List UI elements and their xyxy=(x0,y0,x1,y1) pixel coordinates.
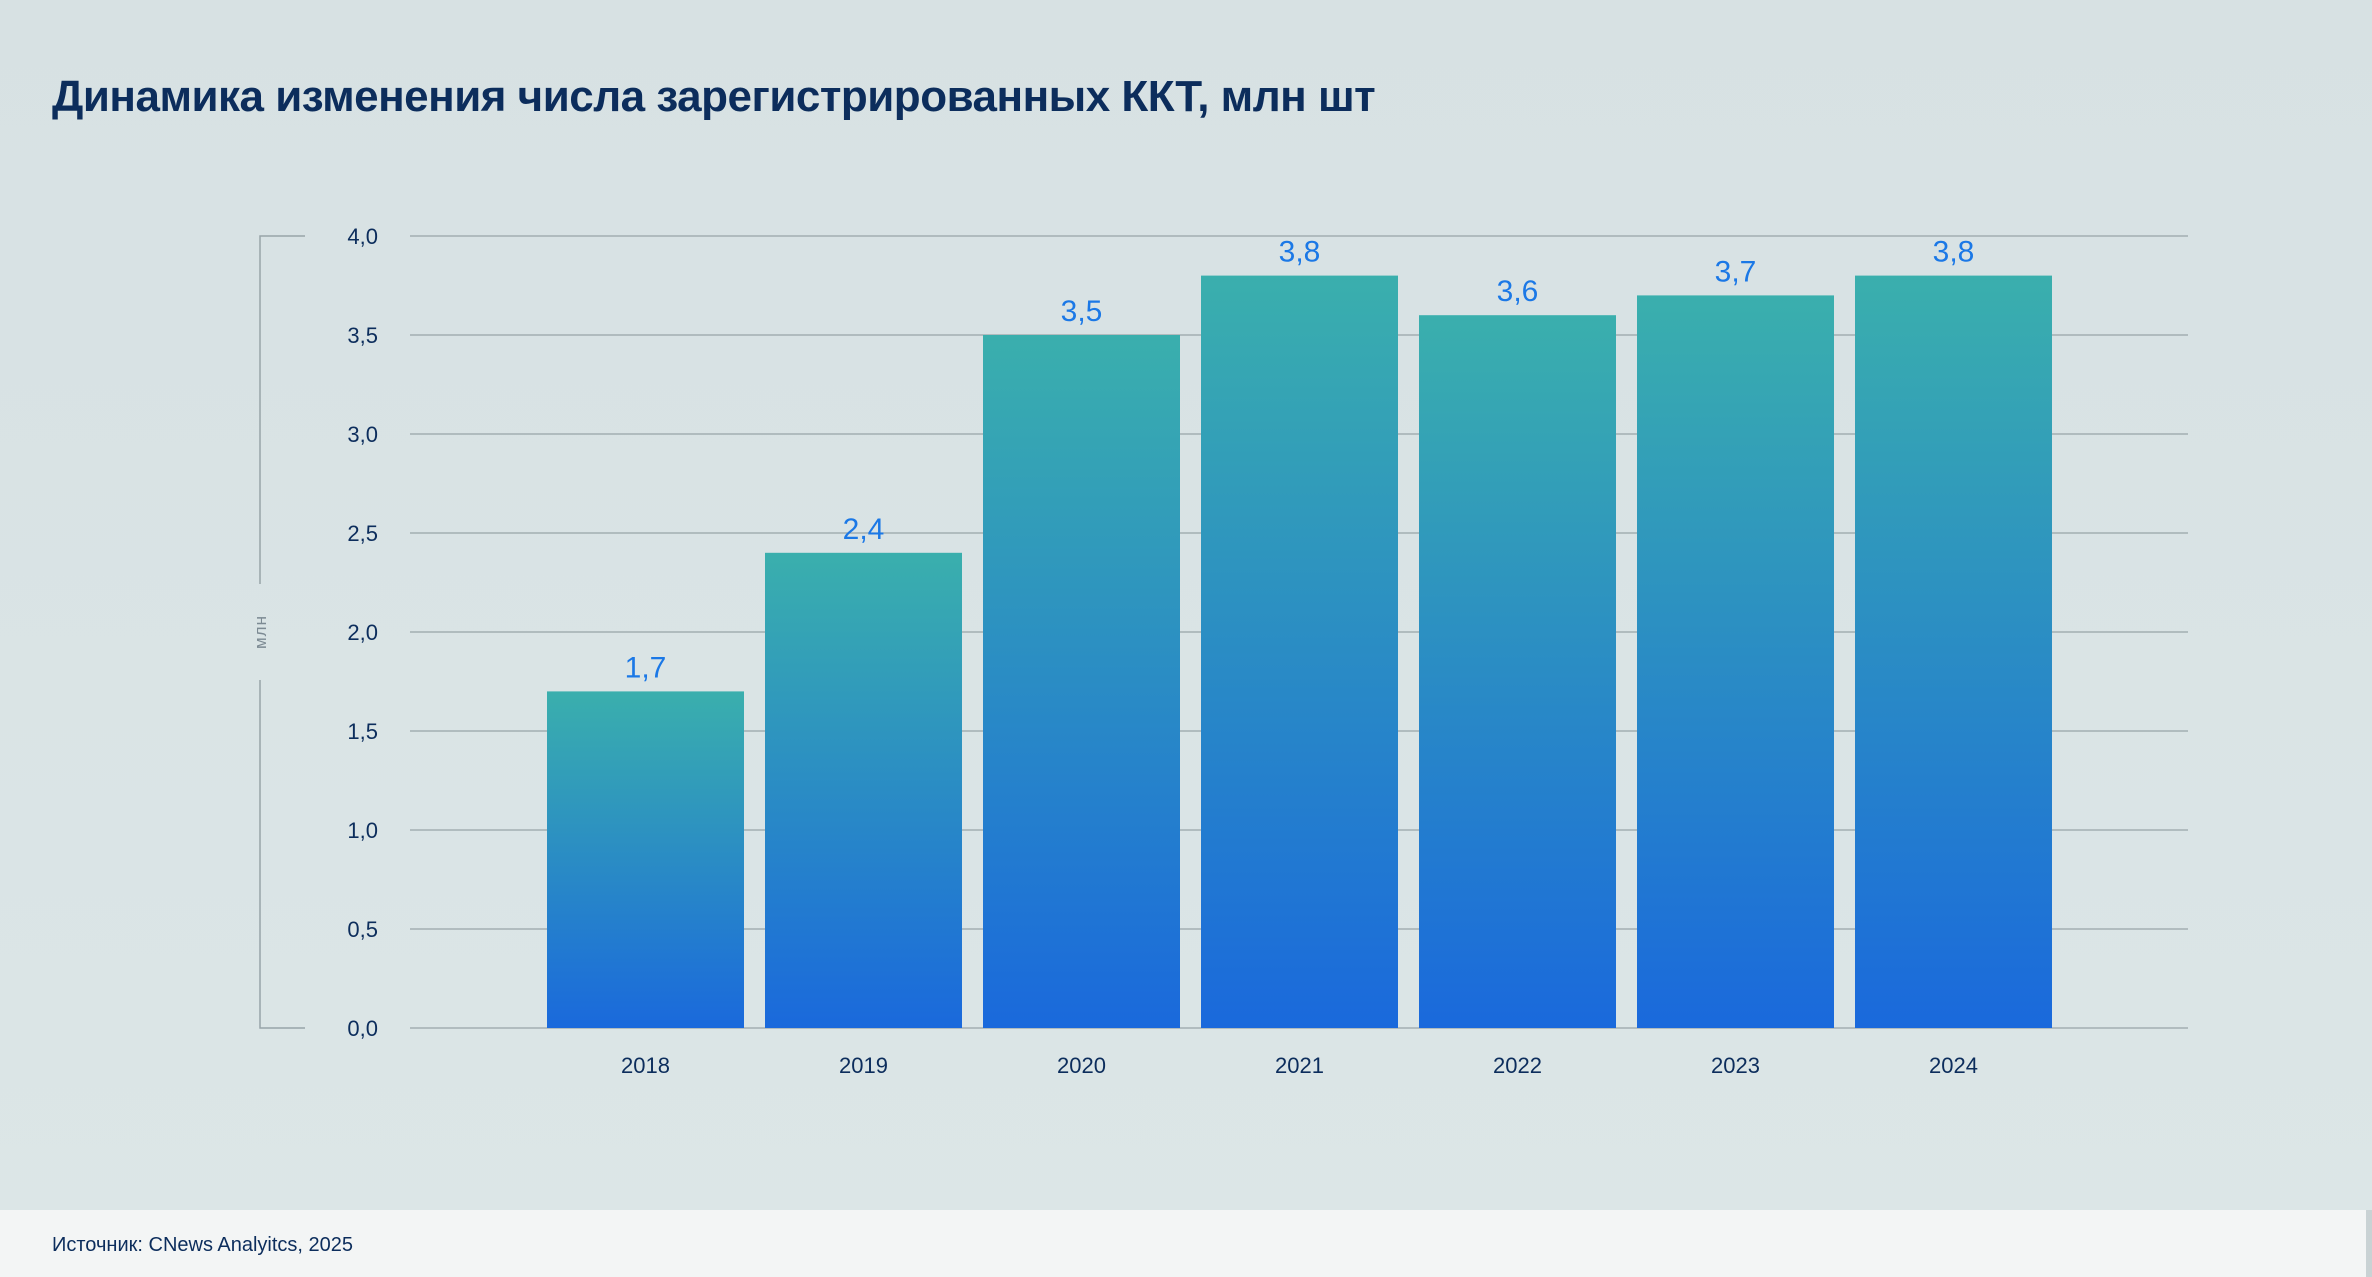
bar-2024 xyxy=(1855,275,2052,1029)
bars xyxy=(547,275,2052,1029)
y-tick-label: 2,5 xyxy=(347,521,378,546)
bar-2022 xyxy=(1419,315,1616,1028)
x-tick-label-2021: 2021 xyxy=(1275,1053,1324,1078)
y-axis: 0,0 0,5 1,0 1,5 2,0 2,5 3,0 3,5 4,0 млн xyxy=(251,224,378,1041)
bar-2023 xyxy=(1637,295,1834,1028)
y-bracket-top xyxy=(259,235,305,584)
footer: Источник: CNews Analyitcs, 2025 xyxy=(0,1210,2372,1277)
y-tick-label: 1,5 xyxy=(347,719,378,744)
value-label-2021: 3,8 xyxy=(1279,236,1321,269)
y-bracket-bottom xyxy=(259,680,305,1029)
y-tick-label: 3,5 xyxy=(347,323,378,348)
value-label-2024: 3,8 xyxy=(1933,236,1975,269)
bar-chart: 0,0 0,5 1,0 1,5 2,0 2,5 3,0 3,5 4,0 млн 1,7 2,4 3,5… xyxy=(251,224,2188,1078)
bar-2018 xyxy=(547,691,744,1028)
x-tick-label-2022: 2022 xyxy=(1493,1053,1542,1078)
value-label-2018: 1,7 xyxy=(625,651,667,684)
chart-title: Динамика изменения числа зарегистрирован… xyxy=(52,72,1376,121)
y-tick-label: 1,0 xyxy=(347,818,378,843)
x-tick-label-2023: 2023 xyxy=(1711,1053,1760,1078)
footer-edge xyxy=(2366,1210,2372,1277)
x-axis-ticks: 2018 2019 2020 2021 2022 2023 2024 xyxy=(621,1053,1978,1078)
bar-2021 xyxy=(1201,275,1398,1029)
x-tick-label-2019: 2019 xyxy=(839,1053,888,1078)
x-tick-label-2018: 2018 xyxy=(621,1053,670,1078)
y-tick-label: 0,0 xyxy=(347,1016,378,1041)
value-label-2022: 3,6 xyxy=(1497,275,1539,308)
bar-2020 xyxy=(983,335,1180,1028)
x-tick-label-2020: 2020 xyxy=(1057,1053,1106,1078)
y-tick-label: 3,0 xyxy=(347,422,378,447)
value-label-2019: 2,4 xyxy=(843,513,885,546)
value-labels: 1,7 2,4 3,5 3,8 3,6 3,7 3,8 xyxy=(625,236,1975,685)
source-note: Источник: CNews Analyitcs, 2025 xyxy=(52,1234,354,1256)
x-tick-label-2024: 2024 xyxy=(1929,1053,1978,1078)
y-axis-label: млн xyxy=(251,615,270,649)
y-tick-label: 0,5 xyxy=(347,917,378,942)
value-label-2023: 3,7 xyxy=(1715,255,1757,288)
y-tick-label: 4,0 xyxy=(347,224,378,249)
value-label-2020: 3,5 xyxy=(1061,295,1103,328)
y-tick-label: 2,0 xyxy=(347,620,378,645)
bar-2019 xyxy=(765,552,962,1028)
